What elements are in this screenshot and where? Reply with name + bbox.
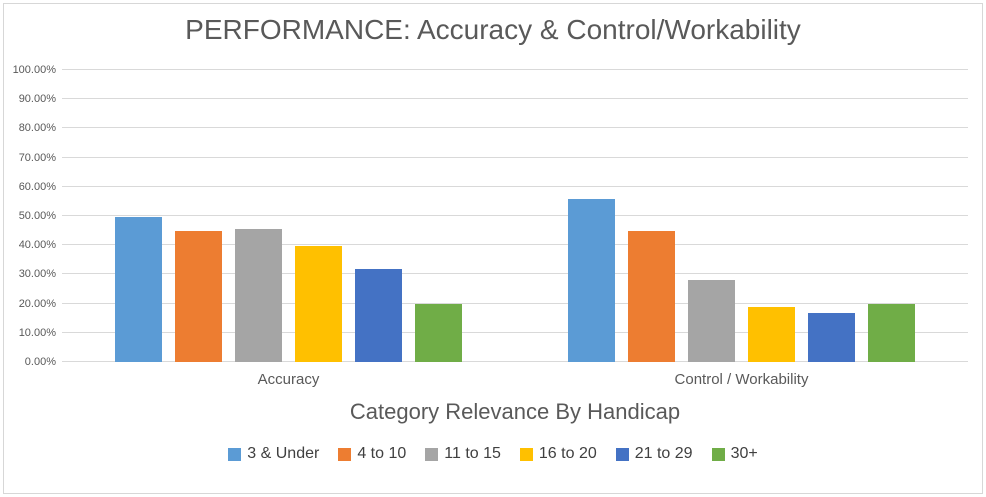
y-tick-label: 10.00% xyxy=(18,326,56,339)
legend-swatch-icon xyxy=(228,447,242,461)
x-category-label: Control / Workability xyxy=(674,371,809,388)
legend-label: 4 to 10 xyxy=(357,445,407,462)
legend-label: 30+ xyxy=(730,445,758,462)
legend: 3 & Under 4 to 10 11 to 15 16 to 20 21 to 29… xyxy=(0,445,986,463)
category-group-control-workability xyxy=(515,70,968,362)
y-axis: 0.00% 10.00% 20.00% 30.00% 40.00% 50.00% 60.00… xyxy=(0,64,56,368)
legend-swatch-icon xyxy=(519,447,533,461)
legend-item-21-to-29: 21 to 29 xyxy=(615,445,693,463)
y-tick-label: 80.00% xyxy=(18,122,56,135)
legend-item-4-to-10: 4 to 10 xyxy=(338,445,406,463)
category-group-accuracy xyxy=(62,70,515,362)
legend-item-3-under: 3 & Under xyxy=(228,445,319,463)
x-axis-title: Category Relevance By Handicap xyxy=(349,399,681,424)
x-axis-category-labels: Accuracy Control / Workability xyxy=(62,371,968,388)
bar-3-under xyxy=(115,217,162,362)
gridline xyxy=(62,244,968,246)
gridline xyxy=(62,69,968,70)
chart-title: PERFORMANCE: Accuracy & Control/Workabil… xyxy=(185,14,801,45)
y-tick-label: 60.00% xyxy=(18,180,56,193)
gridline xyxy=(62,127,968,129)
x-category-label: Accuracy xyxy=(257,371,320,388)
bar-11-to-15 xyxy=(235,228,282,362)
y-tick-label: 0.00% xyxy=(24,356,56,368)
gridline xyxy=(62,185,968,187)
y-tick-label: 30.00% xyxy=(18,268,56,281)
gridline xyxy=(62,361,968,362)
bar-30+ xyxy=(868,303,915,362)
y-tick-label: 40.00% xyxy=(18,239,56,252)
legend-label: 16 to 20 xyxy=(538,445,597,462)
legend-swatch-icon xyxy=(711,447,725,461)
y-tick-label: 50.00% xyxy=(18,210,56,222)
bar-11-to-15 xyxy=(688,279,735,362)
gridline xyxy=(62,98,968,100)
bar-16-to-20 xyxy=(295,245,342,362)
bar-30+ xyxy=(415,303,462,362)
y-tick-label: 90.00% xyxy=(18,93,56,106)
gridline xyxy=(62,273,968,275)
bar-21-to-29 xyxy=(355,269,402,362)
bar-4-to-10 xyxy=(175,231,222,362)
legend-label: 11 to 15 xyxy=(444,445,501,462)
bar-4-to-10 xyxy=(628,231,675,362)
legend-label: 21 to 29 xyxy=(634,445,693,462)
legend-swatch-icon xyxy=(425,447,439,461)
y-tick-label: 100.00% xyxy=(12,64,56,76)
y-tick-label: 20.00% xyxy=(18,297,56,310)
gridline xyxy=(62,331,968,333)
plot-area xyxy=(62,69,968,362)
bar-21-to-29 xyxy=(808,312,855,362)
bar-16-to-20 xyxy=(748,307,795,362)
legend-item-16-to-20: 16 to 20 xyxy=(519,445,597,463)
legend-swatch-icon xyxy=(615,447,629,461)
y-tick-label: 70.00% xyxy=(18,151,56,164)
gridline xyxy=(62,156,968,158)
legend-swatch-icon xyxy=(338,447,352,461)
bar-3-under xyxy=(568,199,615,362)
legend-item-30+: 30+ xyxy=(711,445,758,463)
legend-item-11-to-15: 11 to 15 xyxy=(425,445,501,463)
gridline xyxy=(62,215,968,216)
gridline xyxy=(62,302,968,304)
legend-label: 3 & Under xyxy=(247,445,320,462)
